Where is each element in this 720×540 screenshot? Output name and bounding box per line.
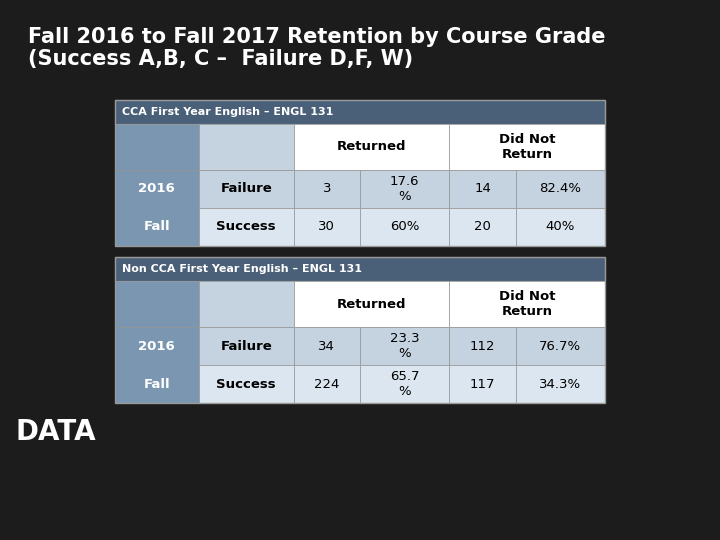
Text: Did Not
Return: Did Not Return: [499, 133, 555, 161]
Bar: [199, 170, 294, 208]
Bar: [294, 365, 360, 403]
Text: 40%: 40%: [546, 220, 575, 233]
Bar: [294, 170, 360, 208]
Text: Non CCA First Year English – ENGL 131: Non CCA First Year English – ENGL 131: [122, 264, 362, 274]
Text: 2016: 2016: [138, 183, 175, 195]
Text: 65.7
%: 65.7 %: [390, 370, 420, 398]
Text: 117: 117: [469, 377, 495, 390]
Bar: [449, 365, 516, 403]
Text: 17.6
%: 17.6 %: [390, 175, 420, 203]
Text: 14: 14: [474, 183, 491, 195]
Bar: [199, 208, 294, 246]
Text: Failure: Failure: [220, 340, 272, 353]
Text: 23.3
%: 23.3 %: [390, 332, 420, 360]
Bar: [360, 170, 449, 208]
Text: Returned: Returned: [337, 140, 406, 153]
Bar: [360, 208, 449, 246]
Bar: [115, 100, 605, 246]
Text: Did Not
Return: Did Not Return: [499, 290, 555, 318]
Text: 60%: 60%: [390, 220, 419, 233]
Bar: [115, 281, 199, 327]
Bar: [115, 100, 605, 124]
Bar: [360, 365, 449, 403]
Text: Success: Success: [216, 220, 276, 233]
Text: 2016: 2016: [138, 340, 175, 353]
Bar: [516, 208, 605, 246]
Text: Returned: Returned: [337, 298, 406, 310]
Bar: [516, 327, 605, 365]
Bar: [449, 208, 516, 246]
Bar: [449, 170, 516, 208]
Bar: [115, 257, 605, 403]
Bar: [199, 327, 294, 365]
Text: 30: 30: [318, 220, 336, 233]
Bar: [199, 365, 294, 403]
Bar: [360, 327, 449, 365]
Text: DATA: DATA: [15, 418, 96, 446]
Bar: [449, 327, 516, 365]
Text: (Success A,B, C –  Failure D,F, W): (Success A,B, C – Failure D,F, W): [28, 49, 413, 69]
Bar: [199, 124, 294, 170]
Bar: [516, 365, 605, 403]
Text: Fall: Fall: [143, 377, 170, 390]
Text: CCA First Year English – ENGL 131: CCA First Year English – ENGL 131: [122, 107, 333, 117]
Bar: [115, 257, 605, 281]
Text: 112: 112: [469, 340, 495, 353]
Bar: [449, 124, 605, 170]
Text: Failure: Failure: [220, 183, 272, 195]
Bar: [449, 281, 605, 327]
Text: 3: 3: [323, 183, 331, 195]
Bar: [516, 170, 605, 208]
Text: 82.4%: 82.4%: [539, 183, 581, 195]
Bar: [294, 281, 449, 327]
Text: 76.7%: 76.7%: [539, 340, 581, 353]
Bar: [294, 208, 360, 246]
Bar: [115, 124, 199, 170]
Text: 34: 34: [318, 340, 336, 353]
Text: 224: 224: [314, 377, 340, 390]
Text: 20: 20: [474, 220, 491, 233]
Bar: [115, 170, 199, 246]
Bar: [115, 327, 199, 403]
Text: 34.3%: 34.3%: [539, 377, 581, 390]
Bar: [199, 281, 294, 327]
Text: Success: Success: [216, 377, 276, 390]
Text: Fall 2016 to Fall 2017 Retention by Course Grade: Fall 2016 to Fall 2017 Retention by Cour…: [28, 27, 606, 47]
Text: Fall: Fall: [143, 220, 170, 233]
Bar: [294, 124, 449, 170]
Bar: [294, 327, 360, 365]
